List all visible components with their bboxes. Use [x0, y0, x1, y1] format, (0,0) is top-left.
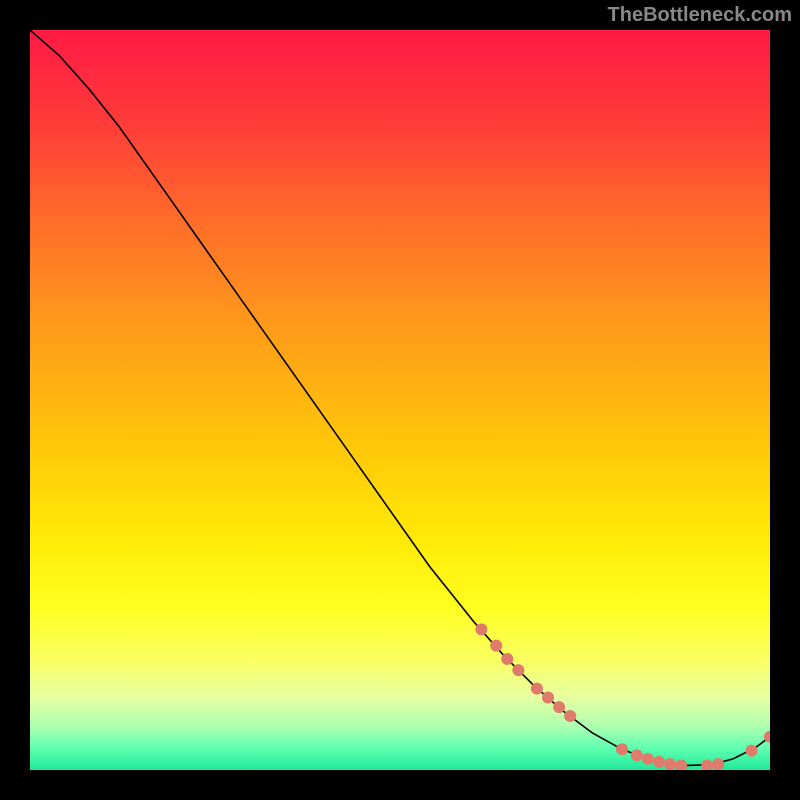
marker-point: [501, 653, 513, 665]
marker-point: [664, 758, 676, 770]
marker-point: [746, 745, 758, 757]
marker-point: [616, 743, 628, 755]
marker-point: [553, 701, 565, 713]
chart-container: TheBottleneck.com: [0, 0, 800, 800]
marker-point: [531, 683, 543, 695]
marker-point: [564, 710, 576, 722]
marker-point: [701, 760, 713, 770]
marker-point: [642, 753, 654, 765]
marker-point: [631, 749, 643, 761]
marker-point: [475, 623, 487, 635]
marker-group: [475, 623, 770, 770]
marker-point: [490, 640, 502, 652]
marker-point: [653, 756, 665, 768]
marker-point: [512, 664, 524, 676]
plot-area: [30, 30, 770, 770]
bottleneck-curve: [30, 30, 770, 766]
watermark-text: TheBottleneck.com: [608, 4, 792, 27]
marker-point: [712, 758, 724, 770]
chart-overlay: [30, 30, 770, 770]
marker-point: [675, 760, 687, 770]
marker-point: [542, 691, 554, 703]
